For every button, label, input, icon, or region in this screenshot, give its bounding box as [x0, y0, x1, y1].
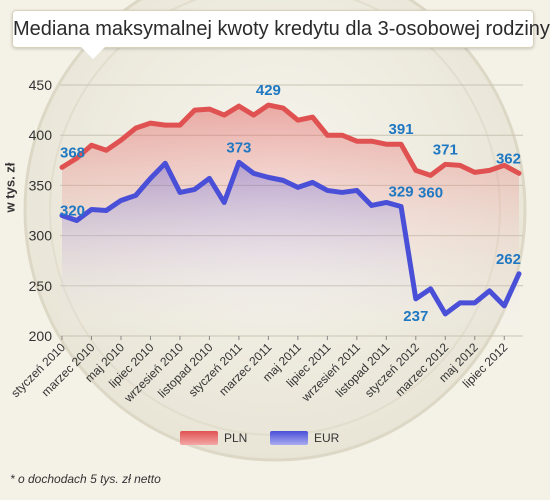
data-label: 329 — [389, 183, 414, 200]
data-label: 262 — [496, 251, 521, 268]
y-tick-label: 400 — [29, 127, 53, 143]
data-label: 368 — [60, 144, 85, 161]
y-tick-label: 200 — [29, 328, 53, 344]
y-tick-label: 250 — [29, 278, 53, 294]
title-pointer — [81, 47, 105, 59]
data-label: 237 — [403, 308, 428, 325]
legend-label-eur: EUR — [314, 431, 340, 445]
y-tick-label: 450 — [29, 77, 53, 93]
data-label: 362 — [496, 150, 521, 167]
data-label: 429 — [256, 82, 281, 99]
data-label: 320 — [60, 203, 85, 220]
y-axis-label: w tys. zł — [2, 162, 18, 213]
series-line-eur — [59, 159, 522, 317]
y-axis-label-wrap: w tys. zł — [2, 150, 18, 230]
legend-item-eur: EUR — [270, 428, 339, 448]
data-label: 391 — [389, 121, 414, 138]
legend-item-pln: PLN — [180, 428, 247, 448]
legend: PLN EUR — [180, 428, 380, 448]
footnote: * o dochodach 5 tys. zł netto — [10, 472, 161, 486]
legend-swatch-eur — [270, 431, 308, 445]
y-tick-label: 350 — [29, 177, 53, 193]
data-label: 371 — [433, 141, 458, 158]
title-box: Mediana maksymalnej kwoty kredytu dla 3-… — [12, 10, 550, 59]
y-tick-label: 300 — [29, 228, 53, 244]
data-label: 360 — [418, 184, 443, 201]
legend-label-pln: PLN — [224, 431, 248, 445]
chart-title: Mediana maksymalnej kwoty kredytu dla 3-… — [13, 18, 550, 40]
legend-swatch-pln — [180, 431, 218, 445]
series-line-pln — [59, 102, 522, 178]
data-label: 373 — [226, 139, 251, 156]
eur-area — [62, 162, 519, 336]
